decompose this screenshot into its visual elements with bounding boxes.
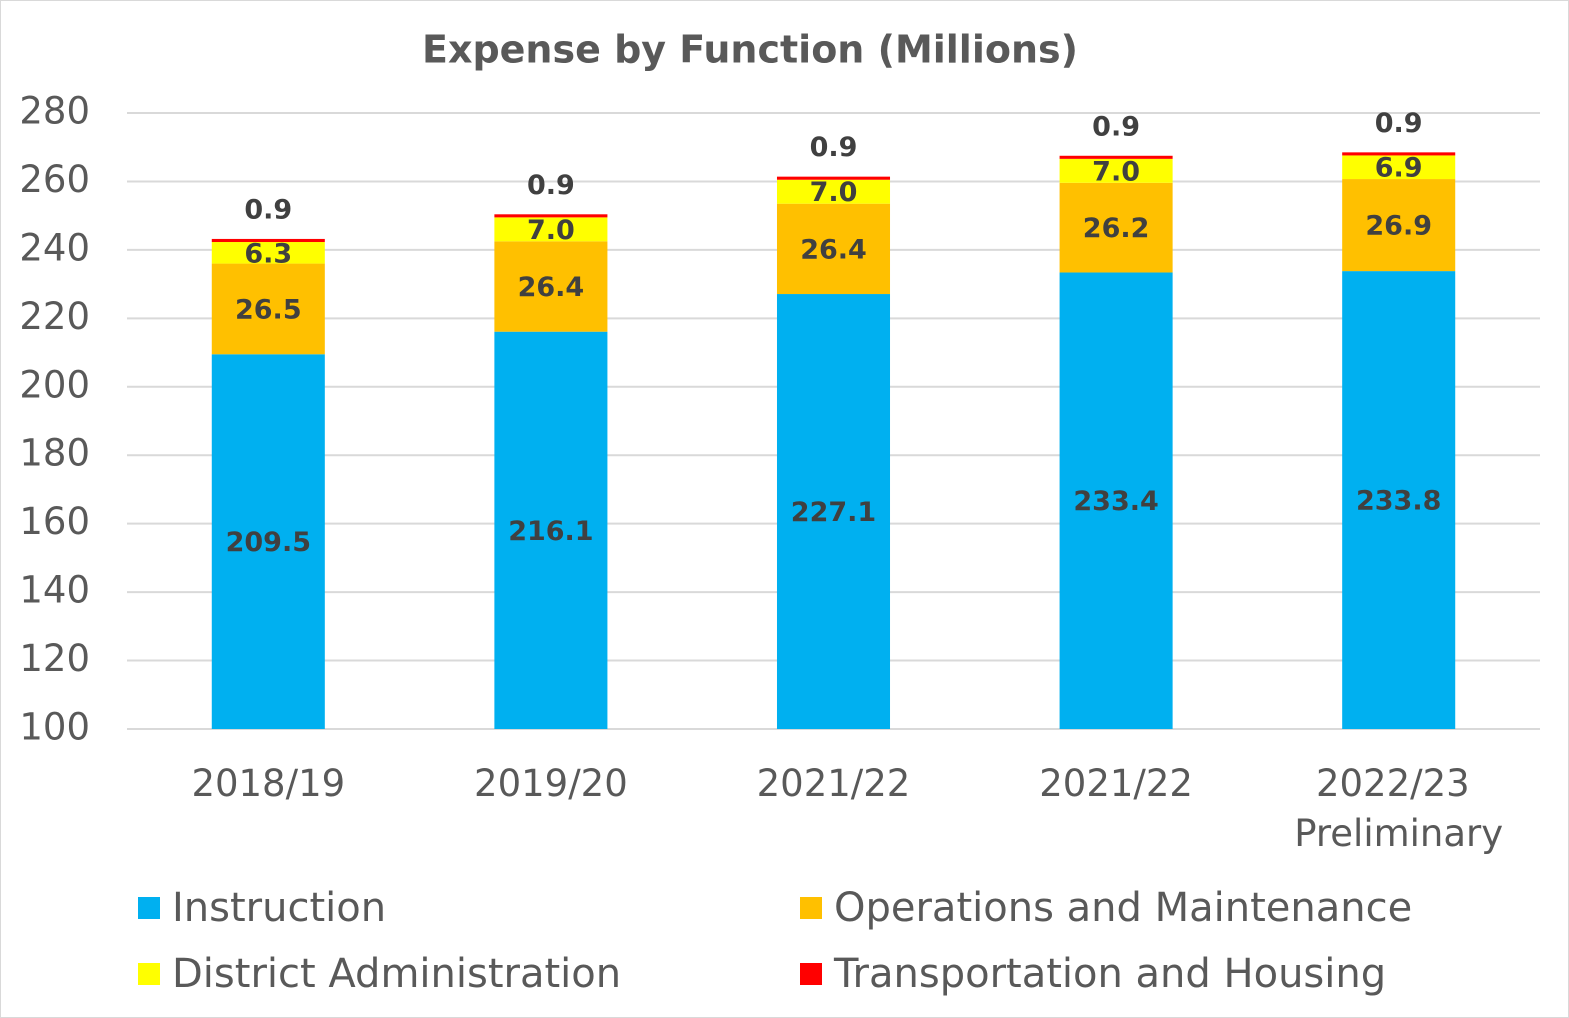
y-tick-label: 140 <box>19 569 90 612</box>
data-label: 7.0 <box>810 177 858 208</box>
y-tick-label: 260 <box>19 158 90 201</box>
data-label: 233.4 <box>1073 486 1158 517</box>
y-tick-label: 100 <box>19 706 90 749</box>
bar-segment <box>1342 179 1456 272</box>
bar-segment <box>211 238 325 243</box>
bar-segment <box>1342 152 1456 156</box>
data-label: 227.1 <box>791 497 876 528</box>
bar-segment <box>1059 272 1173 729</box>
bar-segment <box>1342 271 1456 729</box>
bar-segment <box>776 203 891 295</box>
bar-segment <box>494 217 608 242</box>
data-label: 6.9 <box>1375 153 1423 184</box>
x-tick-label: 2022/23 Preliminary <box>1294 762 1503 855</box>
y-tick-label: 180 <box>19 432 90 475</box>
bar-segment <box>776 179 891 204</box>
data-label: 6.3 <box>244 238 292 269</box>
bar-segment <box>494 241 608 332</box>
legend-swatch <box>138 963 160 985</box>
x-tick-label: 2018/19 <box>191 762 345 805</box>
bar-segment <box>1059 155 1173 159</box>
bar-segment <box>494 214 608 218</box>
data-label: 0.9 <box>1375 108 1423 139</box>
chart-title: Expense by Function (Millions) <box>422 28 1078 72</box>
data-label: 0.9 <box>244 194 292 225</box>
data-label: 7.0 <box>527 215 575 246</box>
data-label: 216.1 <box>508 516 593 547</box>
data-label: 7.0 <box>1092 156 1140 187</box>
y-tick-label: 240 <box>19 226 90 269</box>
y-tick-label: 200 <box>19 363 90 406</box>
data-label: 0.9 <box>1092 111 1140 142</box>
bar-segment <box>1059 182 1173 273</box>
legend-label: Transportation and Housing <box>833 951 1386 997</box>
y-tick-label: 220 <box>19 295 90 338</box>
bar-segment <box>776 294 891 729</box>
legend-label: Instruction <box>172 885 386 931</box>
x-tick-label: 2021/22 <box>1039 762 1193 805</box>
data-label: 26.4 <box>800 234 867 265</box>
data-label: 233.8 <box>1356 486 1441 517</box>
legend-swatch <box>138 897 160 919</box>
legend-swatch <box>800 963 822 985</box>
bar-segment <box>776 176 891 180</box>
data-label: 26.4 <box>518 272 585 303</box>
data-label: 26.9 <box>1365 211 1432 242</box>
data-label: 26.5 <box>235 294 302 325</box>
bar-segment <box>1059 158 1173 183</box>
bar-segment <box>211 242 325 264</box>
bar-segment <box>1342 155 1456 180</box>
data-label: 0.9 <box>527 170 575 201</box>
data-label: 0.9 <box>810 132 858 163</box>
y-tick-label: 120 <box>19 637 90 680</box>
x-tick-label: 2021/22 <box>757 762 911 805</box>
bar-segment <box>494 331 608 729</box>
x-tick-label: 2019/20 <box>474 762 628 805</box>
legend-swatch <box>800 897 822 919</box>
data-label: 209.5 <box>226 527 311 558</box>
legend-label: Operations and Maintenance <box>834 885 1412 931</box>
y-tick-label: 280 <box>19 90 90 133</box>
bar-segment <box>211 263 325 355</box>
bar-segment <box>211 354 325 729</box>
y-tick-label: 160 <box>19 500 90 543</box>
legend-label: District Administration <box>172 951 621 997</box>
data-label: 26.2 <box>1083 213 1150 244</box>
